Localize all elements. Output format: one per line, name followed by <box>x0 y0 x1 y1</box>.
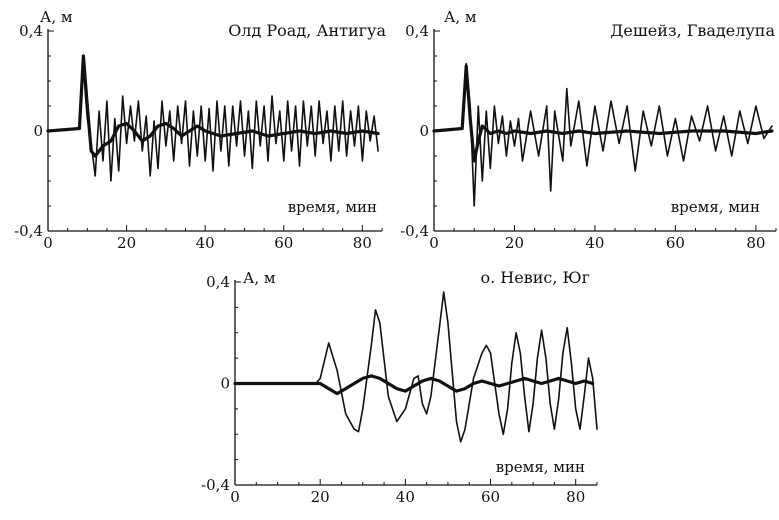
series-line-thin <box>234 291 598 443</box>
axis-ticks: 0 20 40 60 80-0,400,4 <box>14 22 383 252</box>
series-group <box>46 54 380 182</box>
series-group <box>432 62 774 207</box>
y-axis-label: А, м <box>40 8 73 26</box>
x-axis-label: время, мин <box>288 198 377 216</box>
x-tick-label: 20 <box>117 234 136 252</box>
x-tick-label: 80 <box>353 234 372 252</box>
chart-panel-old-road: А, м Олд Роад, Антигуа время, мин 0 20 40 6… <box>14 8 386 252</box>
y-tick-label: 0,4 <box>405 22 429 40</box>
chart-title: Дешейз, Гваделупа <box>610 21 775 40</box>
x-tick-label: 0 <box>230 488 240 506</box>
y-tick-label: 0,4 <box>19 22 43 40</box>
x-tick-label: 60 <box>481 488 500 506</box>
chart-title: о. Невис, Юг <box>480 268 590 287</box>
chart-title: Олд Роад, Антигуа <box>228 21 386 40</box>
series-line-thick <box>432 64 774 163</box>
y-tick-label: 0 <box>33 122 43 140</box>
y-tick-label: 0,4 <box>206 273 230 291</box>
series-line-thick <box>233 374 595 396</box>
series-group <box>233 291 598 443</box>
axis-ticks: 0 20 40 60 80-0,400,4 <box>201 273 598 506</box>
x-tick-label: 60 <box>274 234 293 252</box>
x-tick-label: 0 <box>429 234 439 252</box>
y-tick-label: 0 <box>220 375 230 393</box>
x-tick-label: 20 <box>311 488 330 506</box>
x-tick-label: 80 <box>746 234 765 252</box>
y-axis-label: А, м <box>444 8 477 26</box>
chart-panel-deshaies: А, м Дешейз, Гваделупа время, мин 0 20 40 6… <box>400 8 777 252</box>
series-line-thin <box>433 62 773 207</box>
chart-panel-nevis: А, м о. Невис, Юг время, мин 0 20 40 60 80 -0… <box>201 268 598 506</box>
series-line-thick <box>46 54 380 158</box>
y-tick-label: -0,4 <box>14 222 43 240</box>
y-tick-label: -0,4 <box>400 222 429 240</box>
x-axis-label: время, мин <box>496 458 585 476</box>
y-axis-label: А, м <box>243 269 276 287</box>
x-axis-label: время, мин <box>671 198 760 216</box>
x-tick-label: 60 <box>666 234 685 252</box>
x-tick-label: 0 <box>43 234 53 252</box>
x-tick-label: 80 <box>566 488 585 506</box>
x-tick-label: 20 <box>505 234 524 252</box>
y-tick-label: -0,4 <box>201 476 230 494</box>
x-tick-label: 40 <box>196 234 215 252</box>
x-tick-label: 40 <box>585 234 604 252</box>
y-tick-label: 0 <box>419 122 429 140</box>
series-line-thin <box>47 60 379 182</box>
x-tick-label: 40 <box>396 488 415 506</box>
